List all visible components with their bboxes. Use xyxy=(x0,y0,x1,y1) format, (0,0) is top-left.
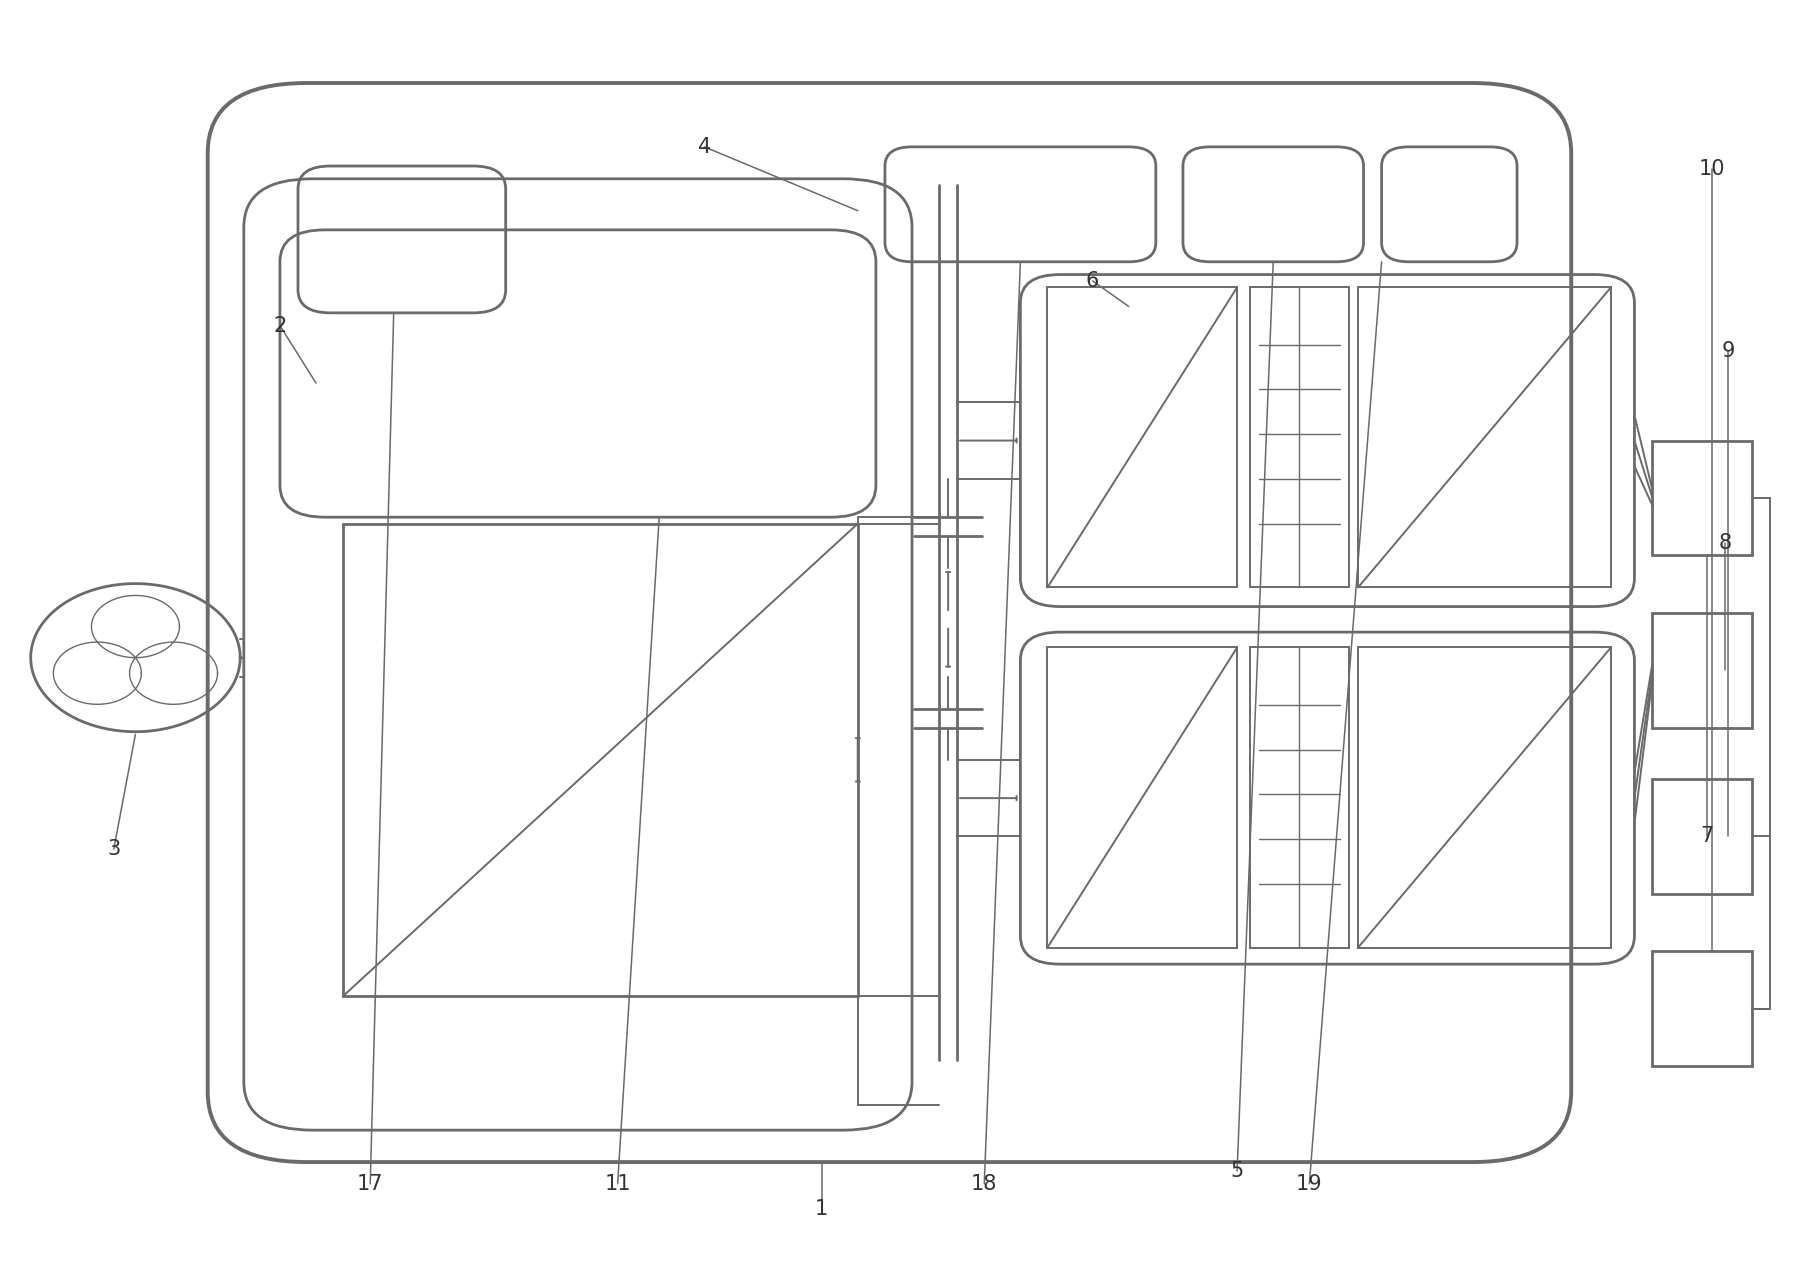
Text: 18: 18 xyxy=(971,1174,996,1194)
Text: 10: 10 xyxy=(1699,158,1724,179)
Bar xyxy=(1652,613,1751,728)
Bar xyxy=(1047,287,1236,587)
Text: 4: 4 xyxy=(697,137,711,157)
Text: 7: 7 xyxy=(1699,826,1713,847)
Bar xyxy=(1357,647,1610,948)
Text: 9: 9 xyxy=(1720,341,1735,361)
Text: 11: 11 xyxy=(605,1174,630,1194)
Text: 1: 1 xyxy=(814,1199,828,1220)
Bar xyxy=(1249,647,1348,948)
Text: 6: 6 xyxy=(1085,271,1099,291)
Bar xyxy=(1047,647,1236,948)
Bar xyxy=(1357,287,1610,587)
Text: 3: 3 xyxy=(106,839,121,859)
Text: 5: 5 xyxy=(1229,1161,1244,1181)
Bar xyxy=(1652,779,1751,894)
Text: 17: 17 xyxy=(357,1174,383,1194)
Text: 19: 19 xyxy=(1296,1174,1321,1194)
Bar xyxy=(343,524,857,996)
Text: 8: 8 xyxy=(1717,533,1731,553)
Text: 2: 2 xyxy=(273,315,287,336)
Bar xyxy=(1249,287,1348,587)
Bar xyxy=(1652,951,1751,1066)
Bar xyxy=(1652,441,1751,555)
